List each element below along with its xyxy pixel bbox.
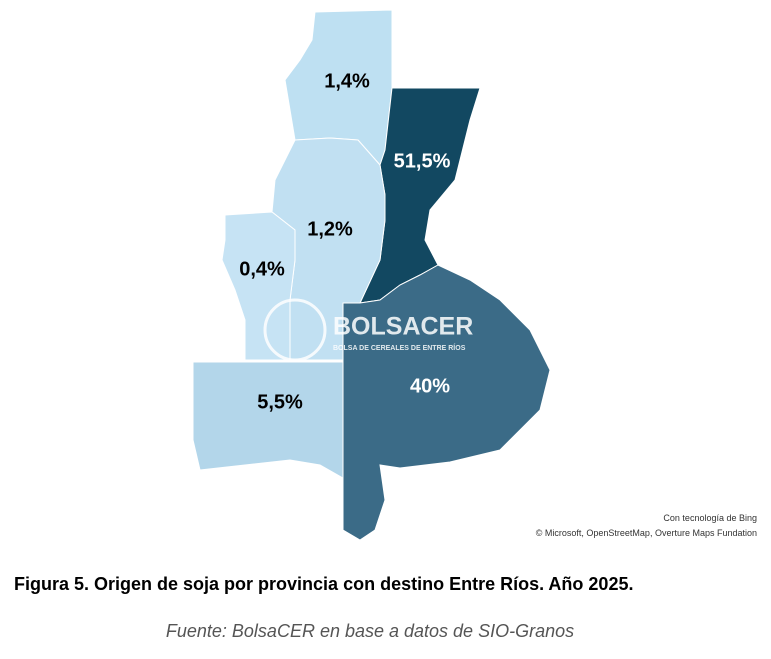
value-label: 1,4% — [324, 70, 370, 92]
regions — [192, 9, 551, 541]
region — [342, 264, 551, 541]
value-label: 5,5% — [257, 391, 303, 413]
region — [221, 211, 296, 361]
source: Fuente: BolsaCER en base a datos de SIO-… — [166, 621, 574, 641]
value-label: 0,4% — [239, 258, 285, 280]
watermark-subtitle: BOLSA DE CEREALES DE ENTRE RÍOS — [333, 343, 466, 352]
attribution: Con tecnología de Bing — [663, 513, 757, 523]
watermark-name: BOLSACER — [333, 313, 473, 341]
watermark: BOLSACER BOLSA DE CEREALES DE ENTRE RÍOS — [263, 298, 473, 362]
watermark-logo — [263, 298, 327, 362]
value-label: 1,2% — [307, 218, 353, 240]
attribution: © Microsoft, OpenStreetMap, Overture Map… — [536, 528, 757, 538]
caption: Figura 5. Origen de soja por provincia c… — [14, 574, 633, 594]
value-label: 51,5% — [394, 150, 451, 172]
value-label: 40% — [410, 375, 450, 397]
region — [192, 361, 344, 479]
